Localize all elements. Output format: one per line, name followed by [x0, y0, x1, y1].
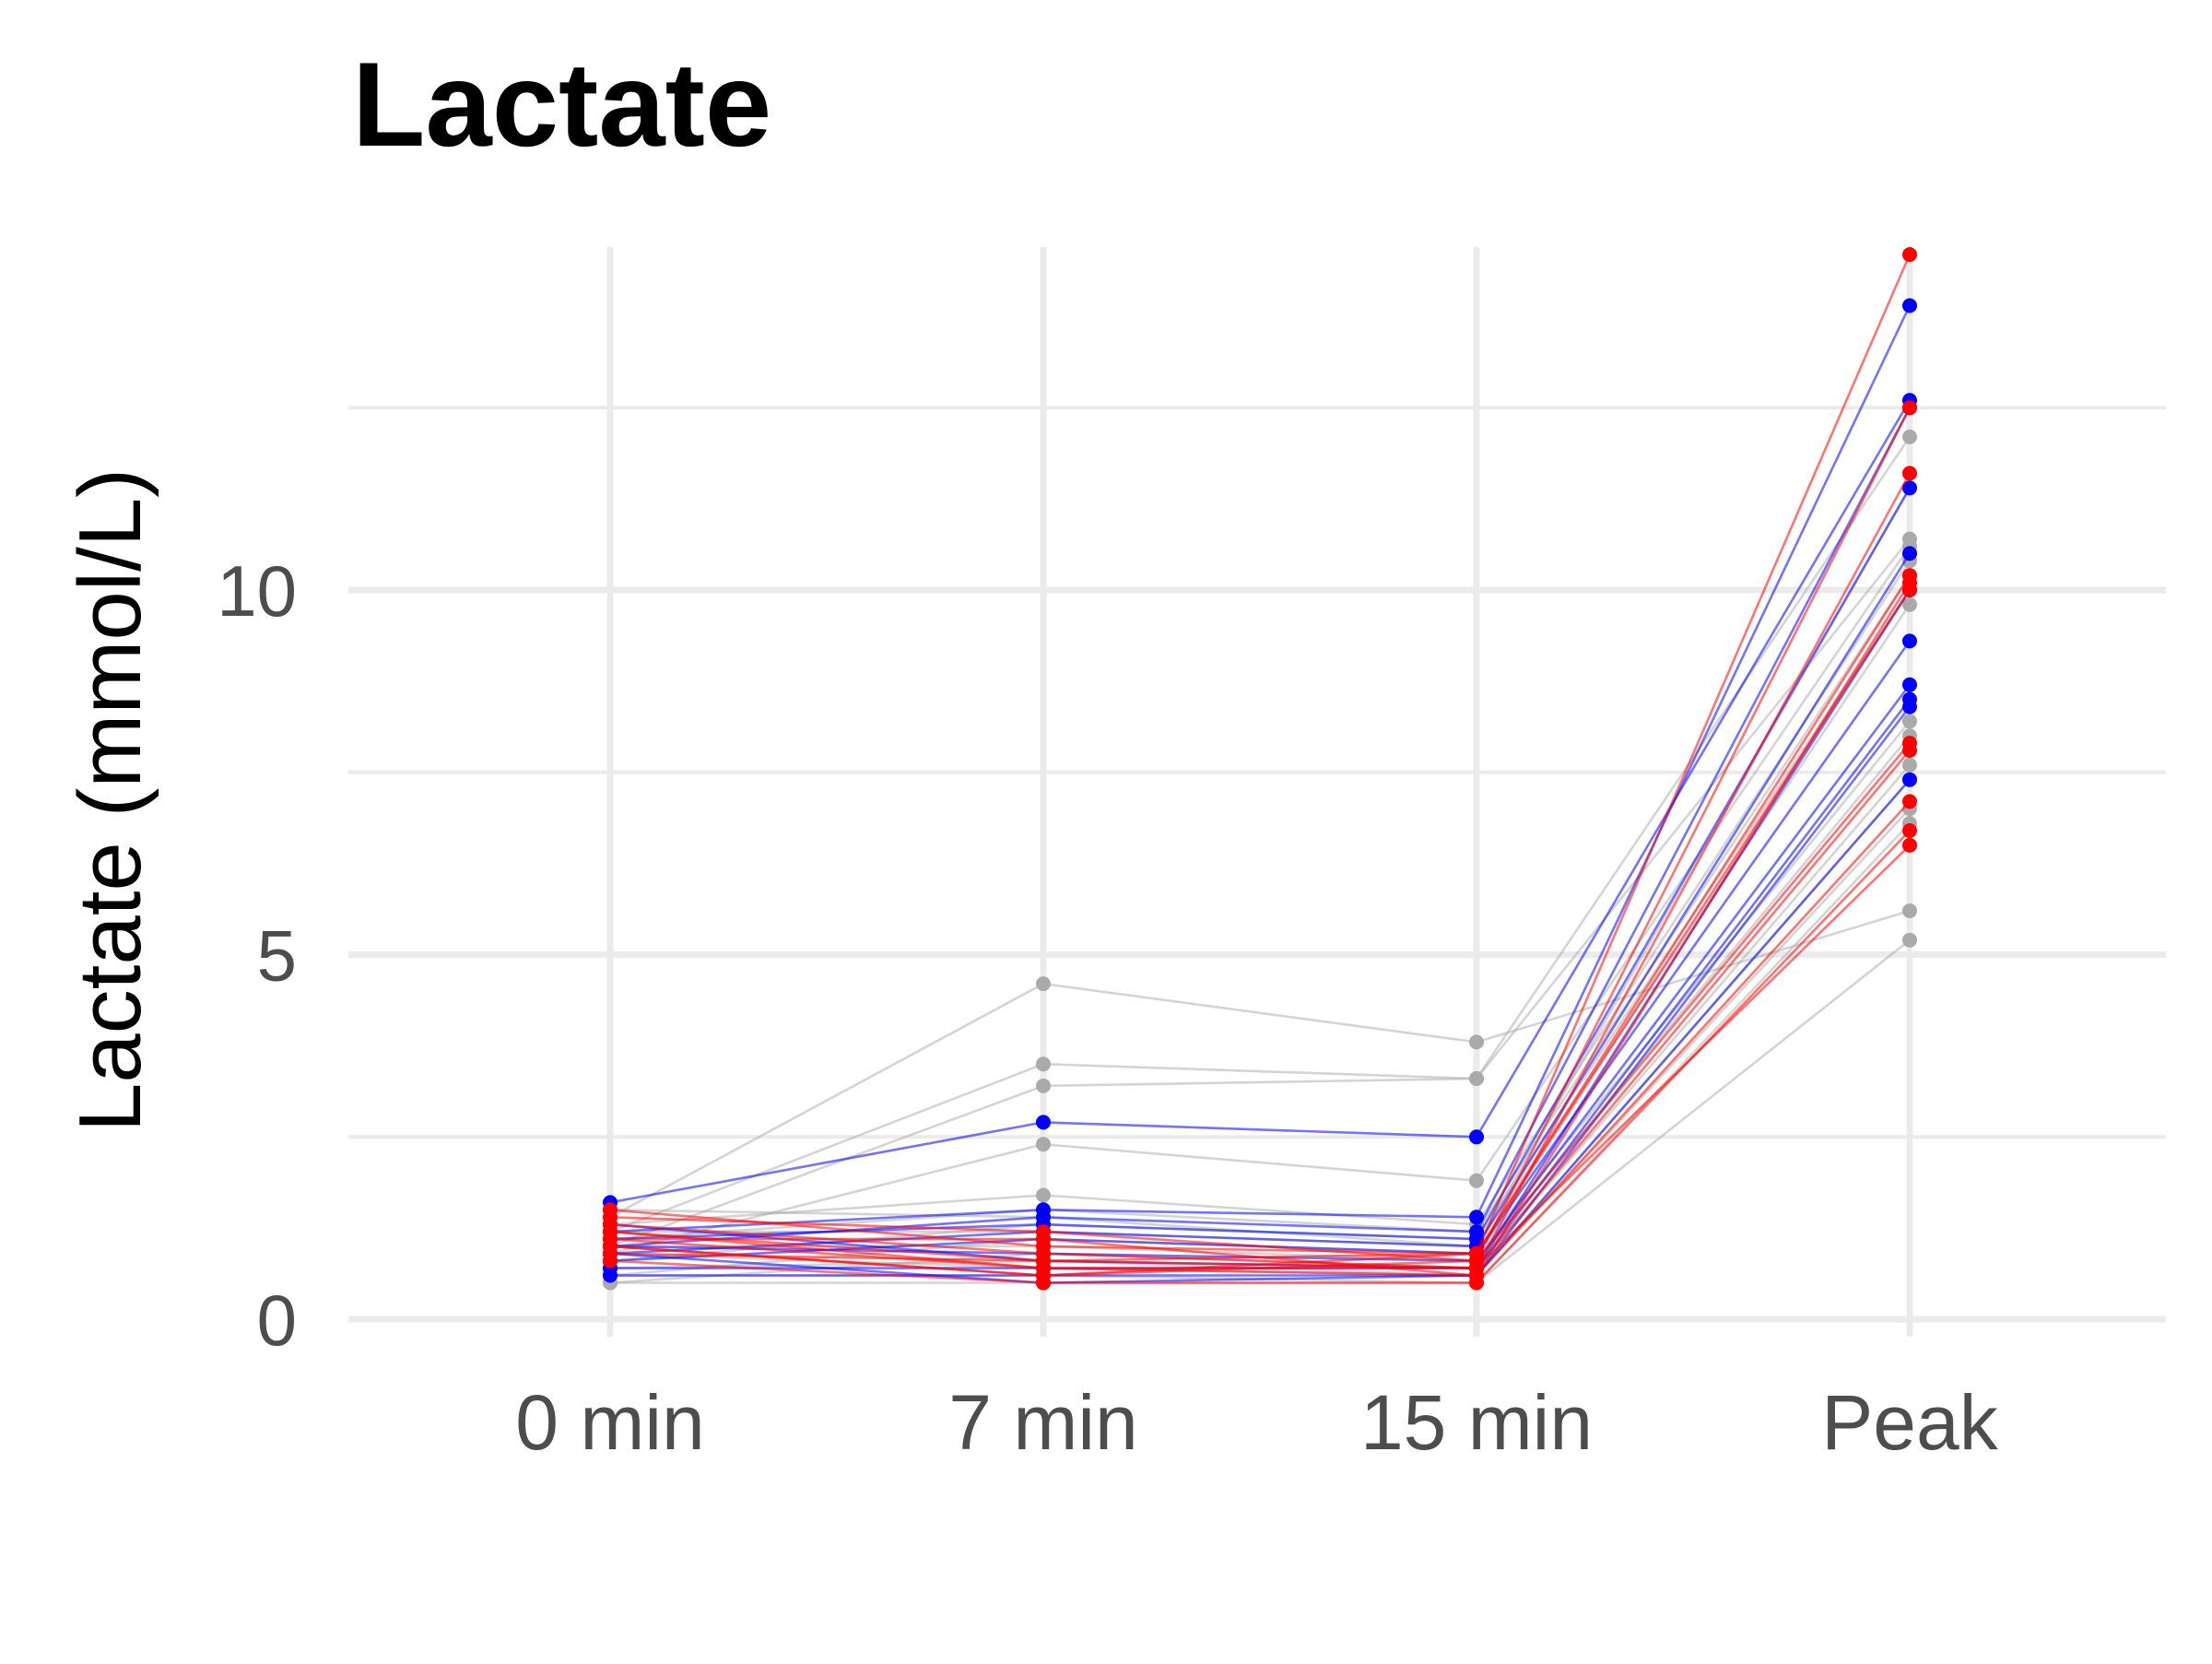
- series-line: [609, 589, 1912, 1277]
- series-line: [609, 742, 1911, 1277]
- series-line: [609, 830, 1911, 1284]
- data-point: [1036, 1056, 1051, 1072]
- series-gray: [603, 531, 1917, 1254]
- series-line: [609, 560, 1912, 1226]
- series-line: [609, 545, 1912, 1256]
- chart-title: Lactate: [352, 37, 771, 171]
- series-group: [603, 247, 1917, 1291]
- data-point: [1902, 480, 1917, 496]
- data-point: [1469, 1071, 1484, 1086]
- series-line: [609, 407, 1912, 1263]
- series-gray: [603, 429, 1917, 1240]
- data-point: [1902, 400, 1917, 416]
- series-line: [609, 778, 1911, 1277]
- data-point: [1902, 772, 1917, 787]
- series-blue: [603, 699, 1917, 1283]
- series-line: [609, 552, 1912, 1256]
- series-line: [609, 582, 1912, 1277]
- data-point: [1469, 1210, 1484, 1225]
- series-line: [609, 589, 1912, 1262]
- data-point: [1469, 1260, 1484, 1276]
- series-red: [603, 583, 1917, 1283]
- data-point: [1902, 903, 1917, 918]
- series-line: [609, 720, 1912, 1277]
- data-point: [603, 1224, 618, 1240]
- series-red: [603, 247, 1917, 1261]
- data-point: [1902, 429, 1917, 444]
- data-point: [603, 1268, 618, 1283]
- data-point: [1902, 743, 1917, 758]
- series-line: [609, 778, 1911, 1284]
- data-point: [1469, 1275, 1484, 1291]
- data-point: [1902, 677, 1917, 692]
- series-blue: [603, 583, 1917, 1276]
- series-line: [609, 399, 1912, 1204]
- data-point: [1902, 298, 1917, 313]
- data-point: [1036, 976, 1051, 992]
- series-line: [609, 254, 1912, 1256]
- x-tick-label: 15 min: [1360, 1379, 1593, 1466]
- data-point: [1036, 1115, 1051, 1130]
- series-blue: [603, 393, 1917, 1210]
- data-point: [1469, 1173, 1484, 1188]
- series-blue: [603, 400, 1917, 1254]
- series-line: [609, 537, 1912, 1248]
- axes: 0 5 10 0 min 7 min 15 min Peak: [217, 550, 1998, 1466]
- data-point: [1036, 1078, 1051, 1093]
- series-line: [609, 436, 1912, 1233]
- series-line: [610, 800, 1911, 1277]
- series-line: [609, 304, 1912, 1233]
- series-line: [610, 735, 1912, 1263]
- data-point: [1902, 757, 1917, 773]
- series-line: [609, 844, 1911, 1269]
- data-point: [603, 1238, 618, 1254]
- data-point: [1902, 633, 1917, 649]
- data-point: [1036, 1137, 1051, 1152]
- data-point: [1902, 583, 1917, 597]
- y-tick-label: 10: [217, 550, 297, 631]
- x-tick-label: 7 min: [948, 1379, 1137, 1466]
- data-point: [1902, 546, 1917, 561]
- series-line: [610, 604, 1912, 1248]
- series-gray: [603, 583, 1917, 1269]
- series-blue: [603, 633, 1917, 1269]
- data-point: [1036, 1187, 1051, 1203]
- data-point: [1902, 794, 1917, 809]
- series-line: [609, 487, 1912, 1241]
- data-point: [1902, 466, 1917, 481]
- data-point: [603, 1253, 618, 1269]
- data-point: [1902, 699, 1917, 714]
- data-point: [1902, 837, 1917, 853]
- series-gray: [603, 596, 1917, 1254]
- series-gray: [603, 538, 1917, 1261]
- data-point: [1902, 596, 1917, 612]
- x-tick-label: 0 min: [515, 1379, 704, 1466]
- y-tick-label: 5: [257, 915, 297, 997]
- data-point: [1902, 714, 1917, 729]
- series-gray: [603, 568, 1917, 1246]
- series-line: [609, 909, 1911, 1219]
- data-point: [1469, 1245, 1484, 1261]
- data-point: [1469, 1034, 1484, 1050]
- series-blue: [603, 546, 1917, 1261]
- data-point: [1469, 1129, 1484, 1145]
- y-tick-label: 0: [257, 1280, 297, 1361]
- data-point: [1902, 823, 1917, 838]
- x-tick-label: Peak: [1821, 1379, 1998, 1466]
- data-point: [1036, 1232, 1051, 1246]
- y-axis-title: Lactate (mmol/L): [61, 468, 159, 1132]
- series-line: [609, 574, 1912, 1241]
- grid: [348, 247, 2166, 1337]
- data-point: [1036, 1268, 1051, 1283]
- series-line: [610, 705, 1912, 1277]
- data-point: [1902, 247, 1917, 263]
- data-point: [1902, 932, 1917, 948]
- series-blue: [603, 677, 1917, 1269]
